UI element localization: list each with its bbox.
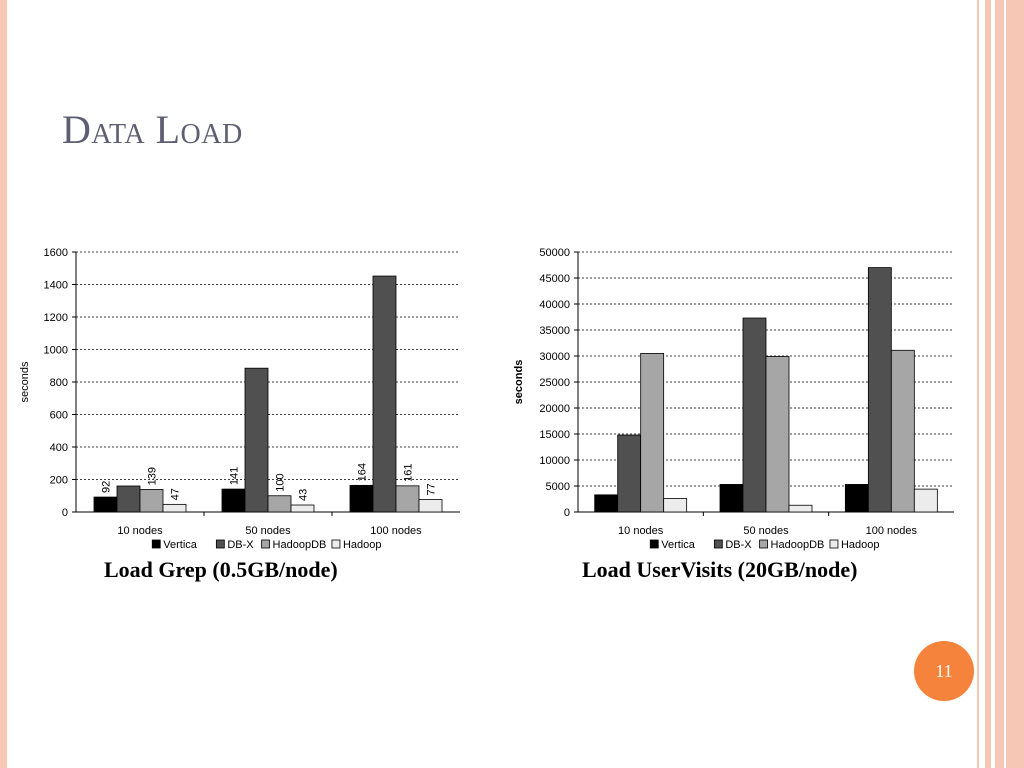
x-tick-label: 10 nodes [618,525,664,537]
bar-db-x [372,275,397,513]
bar-hadoop [788,504,813,513]
y-tick-label: 50000 [539,247,570,259]
chart-caption-grep: Load Grep (0.5GB/node) [104,557,338,582]
y-axis-label: seconds [513,360,525,405]
legend-swatch [261,539,270,549]
y-tick-label: 40000 [539,299,570,311]
y-tick-label: 15000 [539,429,570,441]
bar-hadoopdb [267,495,292,513]
page-number-badge: 11 [914,641,974,701]
bar-vertica [844,484,869,513]
bar-hadoop [418,499,443,513]
data-label: 164 [357,463,369,481]
bar-hadoopdb [395,485,420,513]
legend-label: Hadoop [343,539,382,551]
data-label: 141 [229,467,241,485]
legend-label: HadoopDB [273,539,327,551]
data-label: 43 [298,489,310,501]
right-border-stripes [977,0,1024,768]
x-tick-label: 50 nodes [743,525,789,537]
data-label: 92 [101,481,113,493]
y-tick-label: 10000 [539,455,570,467]
legend-swatch [713,539,723,549]
y-tick-label: 600 [50,410,68,422]
bar-db-x [742,317,767,513]
x-tick-label: 100 nodes [866,525,918,537]
chart-load-grep: 0 200 400 600 800 1000 1200 1400 1600 seconds 92 13… [19,247,460,551]
data-label: 77 [426,483,438,495]
y-tick-label: 45000 [539,273,570,285]
y-tick-label: 400 [50,442,68,454]
y-tick-label: 30000 [539,351,570,363]
data-label: 47 [170,488,182,500]
legend-swatch [215,539,225,549]
y-tick-label: 200 [50,475,68,487]
data-label: 139 [147,467,159,485]
legend-label: Vertica [661,539,696,551]
y-tick-label: 5000 [546,481,570,493]
legend-label: Vertica [163,539,198,551]
y-axis-label: seconds [19,361,31,402]
bar-hadoop [663,498,688,513]
data-label: 100 [275,473,287,491]
legend-swatch [331,539,341,549]
bar-db-x [617,434,642,513]
bar-hadoopdb [765,356,790,513]
y-tick-label: 1400 [44,280,68,292]
data-label: 161 [403,463,415,481]
bar-hadoop [162,503,187,513]
y-tick-label: 1200 [44,312,68,324]
slide-title: Data Load [62,107,243,152]
legend-swatch [151,539,161,549]
bar-hadoop [913,488,938,513]
bar-vertica [221,488,246,513]
bar-hadoopdb [890,349,915,513]
x-tick-label: 100 nodes [370,525,422,537]
bar-vertica [594,494,619,513]
y-tick-label: 800 [50,377,68,389]
legend-label: Hadoop [841,539,880,551]
bar-db-x [867,267,892,513]
chart-caption-uservisits: Load UserVisits (20GB/node) [582,557,858,582]
x-tick-label: 50 nodes [245,525,291,537]
legend-swatch [829,539,839,549]
bar-vertica [93,496,118,513]
bar-vertica [719,484,744,513]
y-tick-label: 20000 [539,403,570,415]
x-tick-label: 10 nodes [117,525,163,537]
y-tick-label: 1000 [44,345,68,357]
chart-load-uservisits: 0 5000 10000 15000 20000 25000 30000 35000 40000… [513,247,954,551]
y-tick-label: 35000 [539,325,570,337]
y-tick-label: 0 [62,507,68,519]
legend-swatch [759,539,768,549]
legend-swatch [649,539,659,549]
bar-hadoopdb [640,353,665,513]
y-tick-label: 0 [564,507,570,519]
legend-label: DB-X [227,539,254,551]
y-tick-label: 25000 [539,377,570,389]
y-tick-label: 1600 [44,247,68,259]
bar-db-x [244,367,269,513]
legend-label: HadoopDB [771,539,825,551]
bar-hadoop [290,504,315,513]
legend-label: DB-X [725,539,752,551]
left-border-stripe [0,0,7,768]
bar-hadoopdb [139,489,164,513]
bar-vertica [349,484,374,513]
bar-db-x [116,485,141,513]
